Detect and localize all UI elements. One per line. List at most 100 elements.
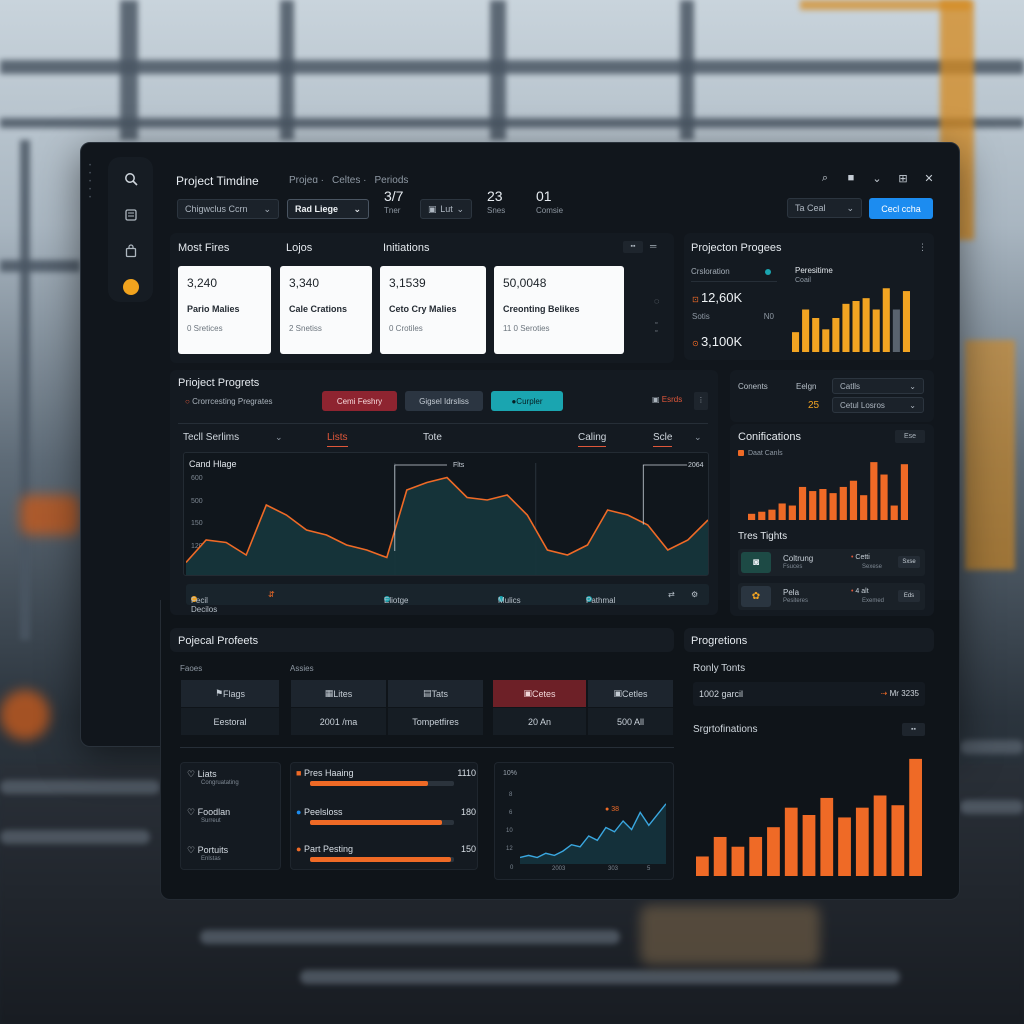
link-icon[interactable]: ⇄ (668, 590, 675, 599)
tab-initiations[interactable]: Initiations (383, 242, 430, 254)
grid-icon[interactable]: ⊞ (898, 172, 908, 185)
kpi-card[interactable]: 3,240 Pario Malies 0 Sretices (178, 266, 271, 354)
y-tick: 600 (191, 475, 203, 482)
tab-tote[interactable]: Tote (423, 432, 442, 443)
row-end[interactable]: Sxse (898, 556, 920, 568)
legend-dot (384, 596, 390, 602)
list-item[interactable]: ✿ Pela Pesiteres • 4 alt Exemed Eds (738, 583, 925, 610)
table-cell-tats[interactable]: ▤ Tats (388, 680, 483, 707)
tab-lojos[interactable]: Lojos (286, 242, 313, 254)
list-item[interactable]: ♡ Foodlan Surreut (187, 807, 230, 824)
table-cell-cetes[interactable]: ▣ Cetes (493, 680, 586, 707)
tab-most-fires[interactable]: Most Fires (178, 242, 230, 254)
tab-tecll-serlims[interactable]: Tecll Serlims (183, 432, 240, 443)
progress-row[interactable]: ● Peelsloss 180 (296, 807, 476, 825)
search-icon[interactable] (121, 169, 141, 189)
progretions-bar-chart (696, 758, 922, 876)
table-cell-lites[interactable]: ▦ Lites (291, 680, 386, 707)
filter-select-value: Lut (440, 204, 453, 214)
legend-label: Mulics (498, 596, 521, 605)
filter-select-value: Rad Liege (295, 204, 339, 214)
breadcrumb-item[interactable]: Celtes · (332, 175, 367, 186)
progress-fill (310, 857, 452, 862)
kpi-card[interactable]: 50,0048 Creonting Belikes 11 0 Seroties (494, 266, 624, 354)
progress-fill (310, 781, 429, 786)
stat-comsie: 01 Comsie (536, 188, 563, 215)
filter-select[interactable]: Catlls ⌄ (832, 378, 924, 394)
expand-icon[interactable]: ▪▪ (623, 241, 643, 253)
tab-scle[interactable]: Scle (653, 432, 673, 447)
table-cell-cetles[interactable]: ▣ Cetles (588, 680, 673, 707)
close-icon[interactable]: ✕ (924, 172, 934, 185)
more-icon[interactable]: ▫ ▫ (655, 320, 658, 335)
badge-button[interactable]: Ese (895, 430, 925, 443)
breadcrumb-item[interactable]: Periods (374, 175, 409, 186)
row-end[interactable]: Eds (898, 590, 920, 602)
filter-select-active[interactable]: Rad Liege ⌄ (287, 199, 369, 219)
chevron-down-icon[interactable]: ⌄ (872, 172, 882, 185)
list-item[interactable]: ♡ Liats Congruatating (187, 769, 239, 786)
filter-select[interactable]: Cetul Losros ⌄ (832, 397, 924, 413)
chip-teal[interactable]: ● Curpler (491, 391, 563, 411)
chart-bar (873, 795, 887, 876)
refresh-icon[interactable]: ◌ (654, 296, 660, 306)
summary-row[interactable]: 1002 garcil ⇢ Mr 3235 (693, 682, 925, 706)
search-select[interactable]: Ta Ceal ⌄ (787, 198, 862, 218)
x-tick: 5 (647, 866, 651, 872)
filter-select[interactable]: Chigwclus Ccrn ⌄ (177, 199, 279, 219)
y-tick: 0 (510, 865, 514, 871)
table-cell-flags[interactable]: ⚑ Flags (181, 680, 279, 707)
filter-icon[interactable]: ⇵ (268, 590, 275, 599)
kpi-card[interactable]: 3,340 Cale Crations 2 Snetiss (280, 266, 372, 354)
project-list (180, 762, 281, 870)
chart-bar (696, 856, 709, 876)
search-select-value: Ta Ceal (795, 203, 826, 213)
chart-bar (892, 309, 900, 352)
row-sub: Fsuces (783, 564, 803, 570)
stat-label: Comsie (536, 206, 564, 215)
lut-select[interactable]: ▣ Lut ⌄ (420, 199, 472, 219)
search-icon[interactable]: ⌕ (821, 171, 829, 184)
lock-icon[interactable]: ■ (847, 172, 855, 184)
list-item[interactable]: ♡ Portuits Enlstas (187, 845, 228, 862)
menu-icon[interactable]: ═ (650, 241, 657, 251)
progress-row[interactable]: ● Part Pesting 150 (296, 844, 476, 862)
tab-caling[interactable]: Caling (578, 432, 607, 447)
kpi-card[interactable]: 3,1539 Ceto Cry Malies 0 Crotiles (380, 266, 486, 354)
chevron-down-icon: ⌄ (353, 203, 361, 214)
chip-red[interactable]: Cemi Feshry (322, 391, 397, 411)
more-icon[interactable]: ▪▪ (902, 723, 925, 736)
chip-gray[interactable]: Gigsel Idrsliss (405, 391, 483, 411)
chevron-down-icon[interactable]: ⌄ (275, 432, 283, 442)
chart-bar (849, 480, 858, 520)
action-link[interactable]: ▣ Esrds (652, 395, 682, 404)
chevron-down-icon[interactable]: ⌄ (694, 432, 702, 442)
breadcrumb-item[interactable]: Projeɑ · (289, 175, 325, 186)
chart-bar (768, 509, 776, 520)
area-chart (186, 463, 708, 575)
y-tick: 8 (509, 792, 513, 798)
progress-row[interactable]: ■ Pres Haaing 1110 (296, 768, 476, 786)
row-mid-text: 4 alt (855, 588, 869, 595)
chart-legend-title: Peresitime (795, 266, 833, 275)
table-cell: Eestoral (181, 708, 279, 735)
more-icon[interactable]: ⋮ (918, 242, 927, 252)
y-tick: 10% (503, 770, 518, 777)
chart-bar (909, 758, 922, 876)
row-name: Coltrung (783, 554, 814, 563)
badge-icon[interactable] (121, 277, 141, 297)
metric-label-row: Crsloration (691, 262, 777, 282)
kpi-name: Cale Crations (289, 304, 348, 314)
list-item-sub: Congruatating (201, 780, 239, 786)
doc-icon: ▣ (652, 395, 662, 404)
panel-title: Tres Tights (738, 531, 788, 542)
row-name: Pela (783, 588, 800, 597)
bag-icon[interactable] (121, 241, 141, 261)
primary-button[interactable]: Cecl ccha (869, 198, 933, 219)
more-icon[interactable]: ⋮ (694, 392, 708, 410)
tab-lists[interactable]: Lists (327, 432, 348, 447)
panel-title: Prioject Progrets (178, 377, 260, 389)
document-icon[interactable] (121, 205, 141, 225)
settings-icon[interactable]: ⚙ (691, 590, 699, 599)
list-item[interactable]: ◙ Coltrung Fsuces • Cetti Sexese Sxse (738, 549, 925, 576)
